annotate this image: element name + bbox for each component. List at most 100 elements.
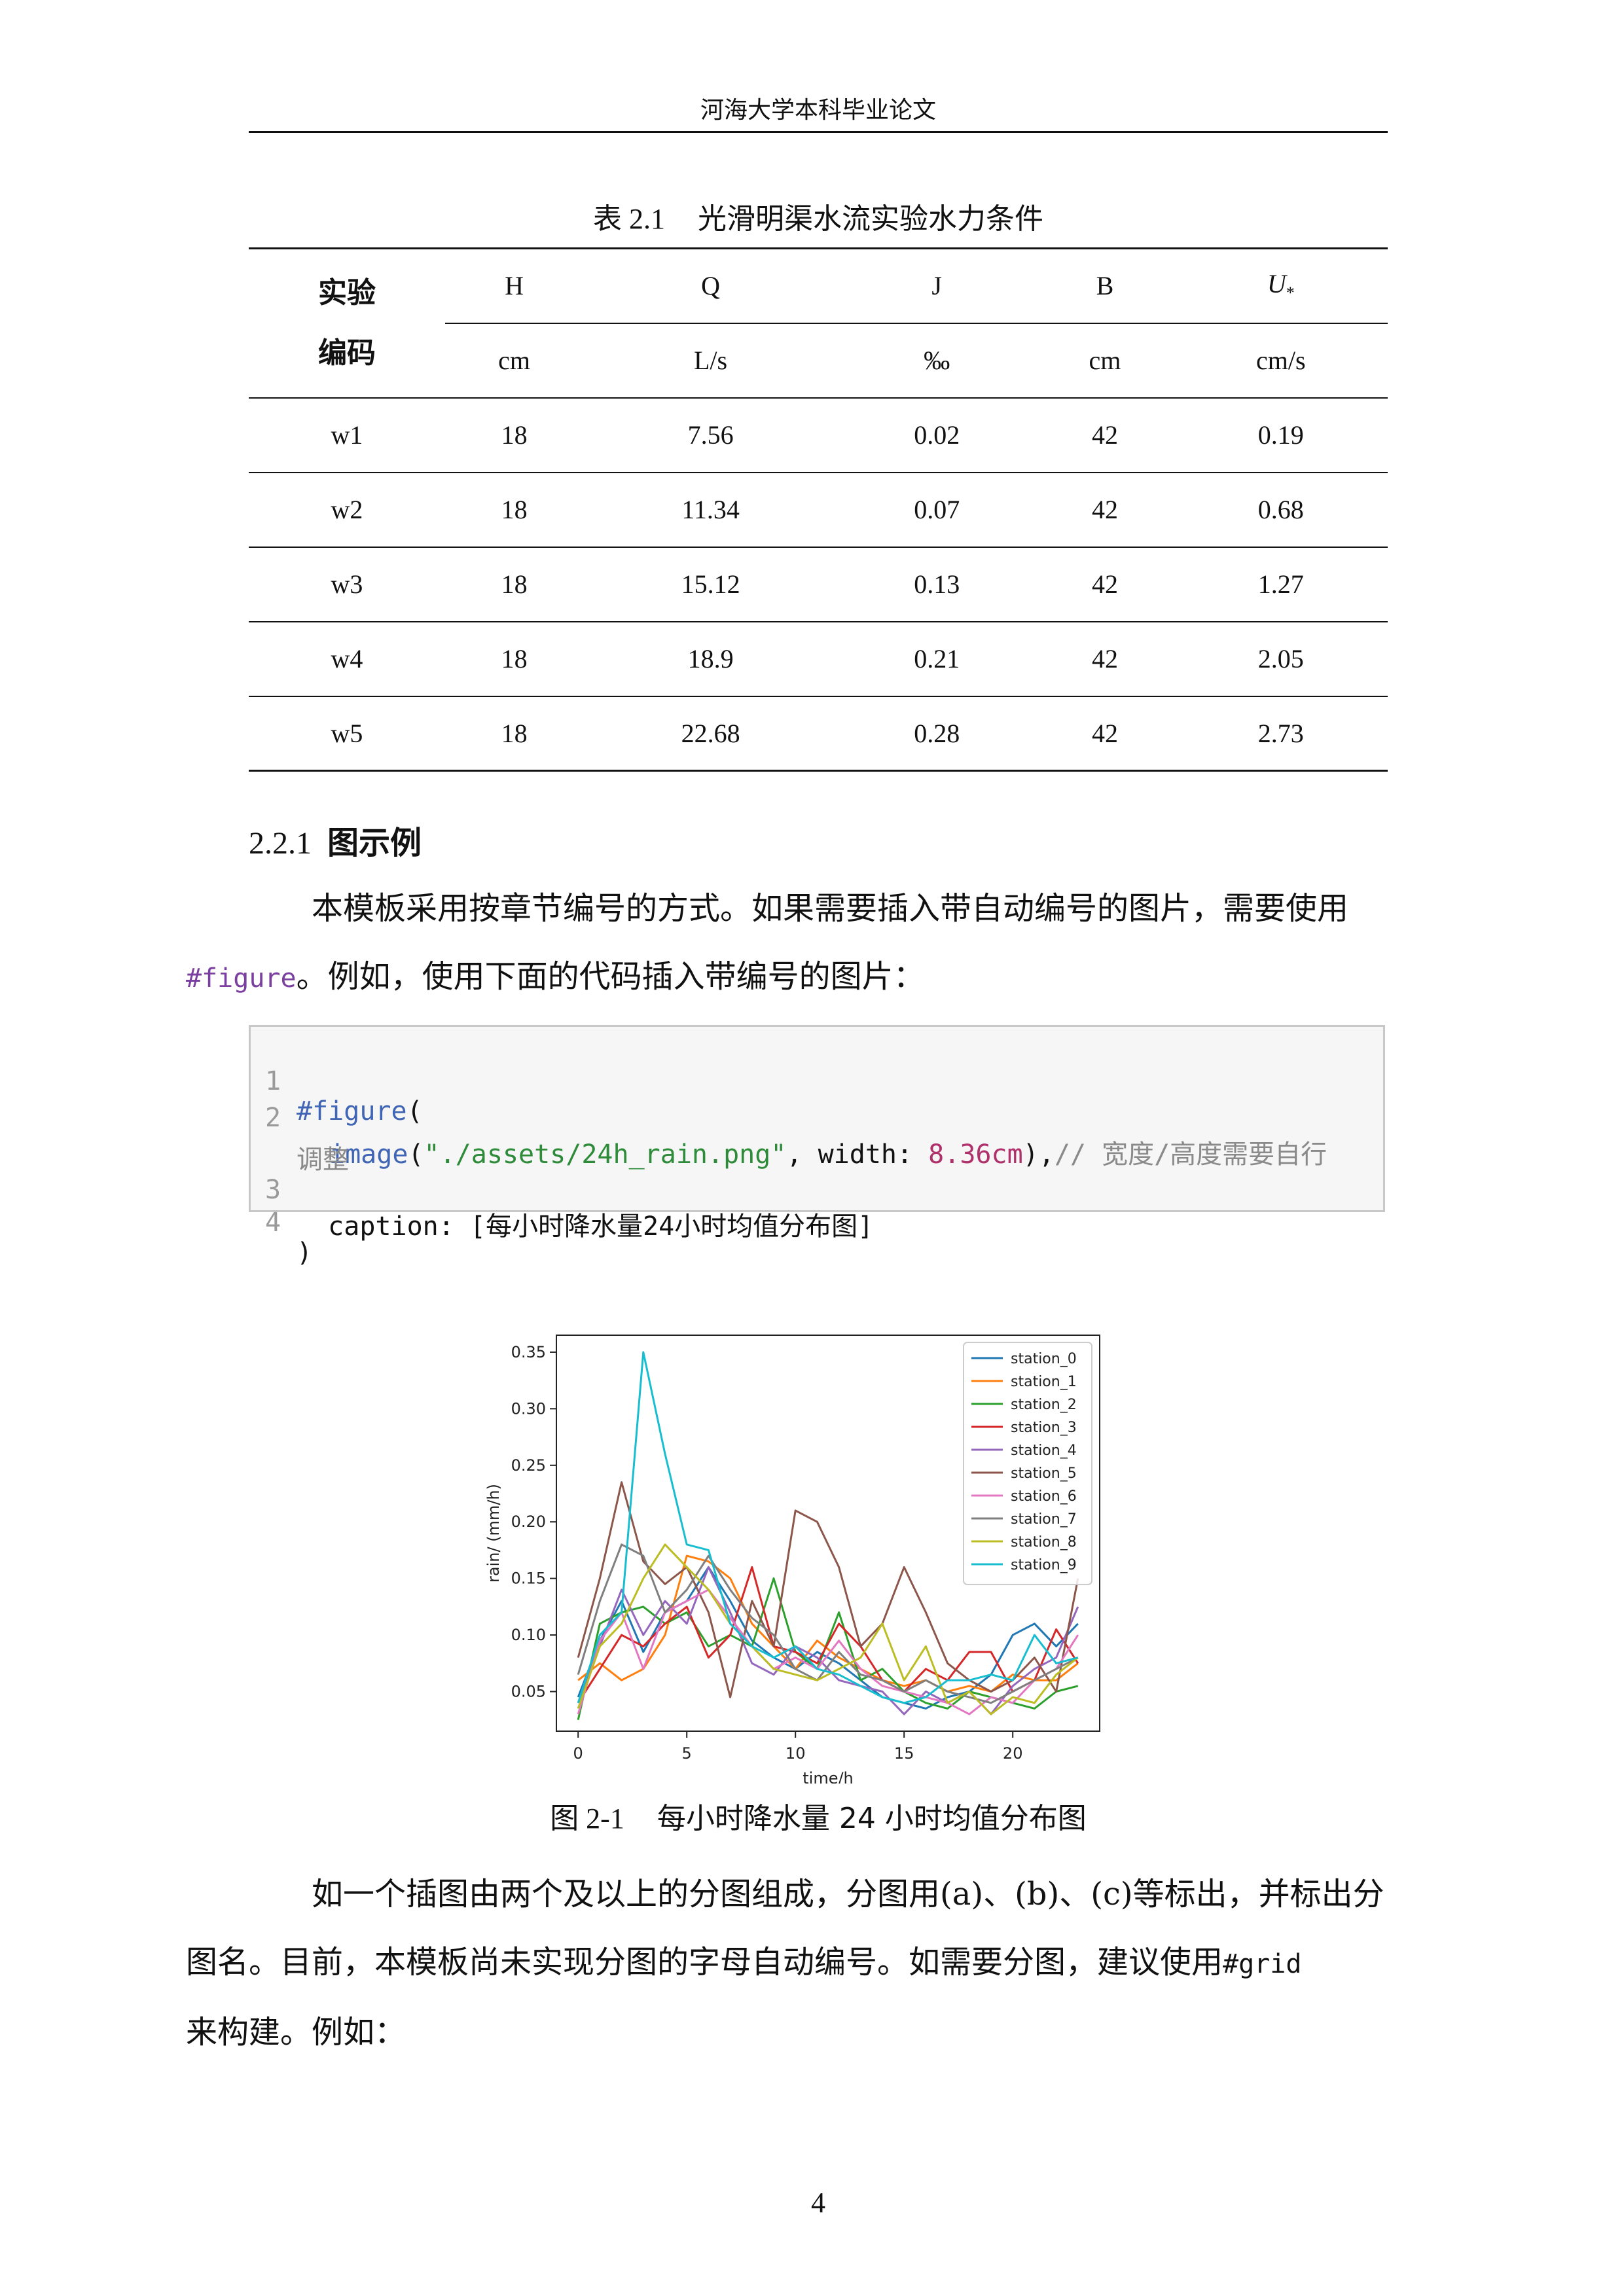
table-row: w3 18 15.12 0.13 42 1.27 <box>249 546 1388 622</box>
code-block: 1 #figure( 2 image("./assets/24h_rain.pn… <box>249 1025 1385 1268</box>
code-token: 8.36cm <box>928 1139 1023 1170</box>
rain-line-chart: 0 5 10 15 20 0.05 0.10 0.15 0.20 0.25 0.30 0.35 time… <box>484 1335 1100 1784</box>
series-line-station_0 <box>577 1566 1079 1710</box>
col-symbol-ustar: U* <box>1174 248 1388 324</box>
table-cell: w5 <box>249 695 445 772</box>
table-row: w4 18 18.9 0.21 42 2.05 <box>249 620 1388 696</box>
series-line-station_7 <box>577 1543 1079 1704</box>
code-line: 4 ) <box>251 1177 314 1298</box>
table-row: w5 18 22.68 0.28 42 2.73 <box>249 695 1388 772</box>
paragraph-figure-intro: 本模板采用按章节编号的方式。如果需要插入带自动编号的图片，需要使用 #figure… <box>186 874 1388 1013</box>
table-cell: 42 <box>1036 397 1174 473</box>
table-cell: 0.21 <box>837 620 1036 696</box>
inline-code: #figure <box>186 963 297 994</box>
legend-entry: station_7 <box>1011 1511 1077 1528</box>
table-cell: w2 <box>249 471 445 547</box>
series-line-station_6 <box>577 1588 1079 1715</box>
table-cell: 7.56 <box>583 397 838 473</box>
table-cell: w3 <box>249 546 445 622</box>
code-token: ( <box>408 1139 424 1170</box>
y-tick-label: 0.35 <box>511 1343 546 1361</box>
series-line-station_4 <box>577 1566 1079 1715</box>
legend-entry: station_3 <box>1011 1420 1077 1436</box>
x-tick-label: 20 <box>1003 1744 1023 1763</box>
table-cell: 18 <box>445 620 584 696</box>
section-title: 图示例 <box>327 825 422 861</box>
x-tick-label: 0 <box>573 1744 583 1763</box>
ustar-sub: * <box>1286 283 1295 303</box>
legend-entry: station_9 <box>1011 1557 1077 1573</box>
table-cell: 2.73 <box>1174 695 1388 772</box>
y-tick-label: 0.20 <box>511 1513 546 1531</box>
figure-caption: 图 2-1 每小时降水量 24 小时均值分布图 <box>249 1795 1388 1837</box>
figure-caption-number: 图 2-1 <box>550 1803 624 1835</box>
paragraph-text: 图名。目前，本模板尚未实现分图的字母自动编号。如需要分图，建议使用 <box>186 1944 1223 1981</box>
code-head-line2: 编码 <box>318 336 376 370</box>
code-comment: 调整 <box>297 1145 349 1175</box>
legend-entry: station_5 <box>1011 1465 1077 1482</box>
line-number: 2 <box>265 1103 281 1133</box>
line-number: 1 <box>265 1066 281 1096</box>
legend-entry: station_4 <box>1011 1443 1077 1459</box>
table-cell: 0.07 <box>837 471 1036 547</box>
table-cell: 42 <box>1036 471 1174 547</box>
section-heading: 2.2.1 图示例 <box>249 817 422 863</box>
paragraph-text: 本模板采用按章节编号的方式。如果需要插入带自动编号的图片，需要使用 <box>312 890 1349 927</box>
table-cell: 0.68 <box>1174 471 1388 547</box>
y-axis-label: rain/ (mm/h) <box>484 1484 503 1583</box>
line-number: 3 <box>265 1175 281 1205</box>
x-tick-label: 15 <box>894 1744 914 1763</box>
code-token: , width: <box>786 1139 929 1170</box>
series-line-station_9 <box>577 1351 1079 1704</box>
table-caption-text: 光滑明渠水流实验水力条件 <box>698 202 1043 236</box>
table-cell: 15.12 <box>583 546 838 622</box>
code-head-line1: 实验 <box>318 276 376 310</box>
y-tick-label: 0.15 <box>511 1570 546 1588</box>
legend-entry: station_0 <box>1011 1351 1077 1367</box>
col-unit-h: cm <box>498 346 531 375</box>
table-cell: 2.05 <box>1174 620 1388 696</box>
line-number: 4 <box>265 1208 281 1238</box>
col-symbol-q: Q <box>583 248 838 324</box>
code-token: caption: [每小时降水量24小时均值分布图] <box>297 1211 874 1242</box>
y-tick-label: 0.25 <box>511 1456 546 1475</box>
code-line: 2 image("./assets/24h_rain.png", width: … <box>251 1073 1327 1193</box>
paragraph-text: 。例如，使用下面的代码插入带编号的图片： <box>296 958 925 995</box>
col-unit-b: cm <box>1089 346 1121 375</box>
table-caption-number: 表 2.1 <box>593 203 665 235</box>
legend-entry: station_8 <box>1011 1534 1077 1551</box>
table-cell: 0.13 <box>837 546 1036 622</box>
legend-entry: station_2 <box>1011 1397 1077 1413</box>
table-cell: 22.68 <box>583 695 838 772</box>
code-token: ( <box>406 1096 423 1126</box>
table-cell: 42 <box>1036 695 1174 772</box>
section-number: 2.2.1 <box>249 826 312 861</box>
legend-entry: station_1 <box>1011 1374 1077 1390</box>
table-cell: 0.02 <box>837 397 1036 473</box>
hydraulic-conditions-table: 实验 编码 H Q J B U* cm L/s ‰ cm cm/s w1 18 7.… <box>249 247 1388 772</box>
col-symbol-j: J <box>837 248 1036 324</box>
table-caption: 表 2.1 光滑明渠水流实验水力条件 <box>249 195 1388 237</box>
table-row: w1 18 7.56 0.02 42 0.19 <box>249 397 1388 473</box>
code-token: ) <box>297 1238 313 1268</box>
series-line-station_3 <box>577 1566 1079 1704</box>
running-header: 河海大学本科毕业论文 <box>249 90 1388 133</box>
col-unit-q: L/s <box>694 346 728 375</box>
x-tick-label: 10 <box>785 1744 806 1763</box>
legend-entry: station_6 <box>1011 1488 1077 1505</box>
inline-code: #grid <box>1223 1949 1302 1979</box>
code-line: 1 #figure( <box>251 1036 423 1157</box>
col-unit-ustar: cm/s <box>1256 346 1306 375</box>
table-cell: 18 <box>445 397 584 473</box>
y-tick-label: 0.30 <box>511 1399 546 1418</box>
col-symbol-h: H <box>445 248 584 324</box>
table-cell: 18 <box>445 471 584 547</box>
table-cell: 1.27 <box>1174 546 1388 622</box>
series-line-station_8 <box>577 1543 1079 1715</box>
code-comment: // 宽度/高度需要自行 <box>1054 1139 1327 1170</box>
code-line: 3 caption: [每小时降水量24小时均值分布图] <box>251 1145 873 1265</box>
table-cell: 18 <box>445 546 584 622</box>
table-row: w2 18 11.34 0.07 42 0.68 <box>249 471 1388 547</box>
col-symbol-b: B <box>1036 248 1174 324</box>
paragraph-text: 如一个插图由两个及以上的分图组成，分图用(a)、(b)、(c)等标出，并标出分 <box>312 1876 1384 1912</box>
